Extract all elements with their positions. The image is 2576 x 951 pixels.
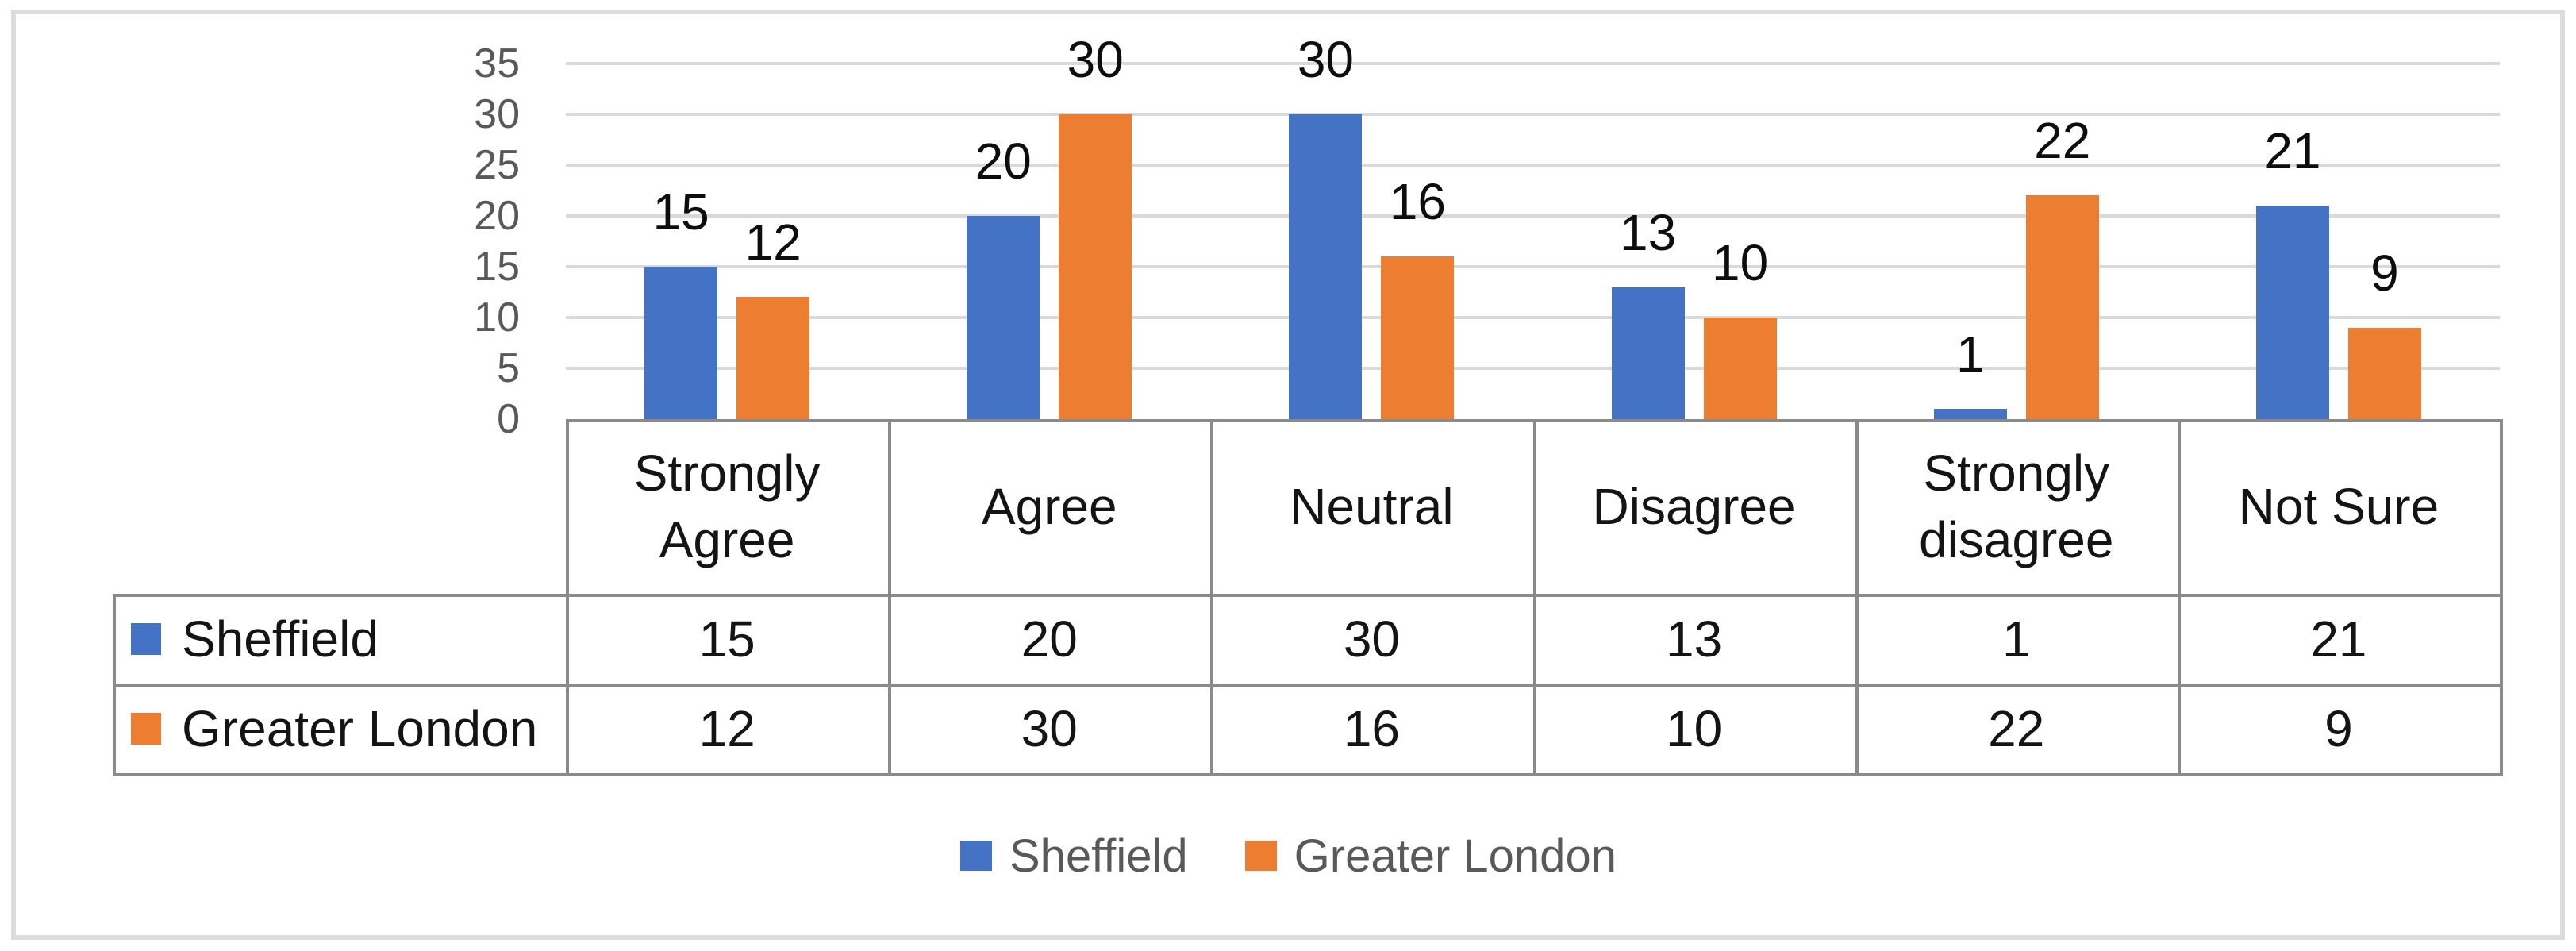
legend-label: Greater London bbox=[1294, 830, 1617, 882]
table-border-line bbox=[1532, 419, 1536, 776]
table-value-cell: 10 bbox=[1665, 700, 1723, 757]
bar-sheffield-strongly-agree bbox=[644, 267, 718, 419]
bar-sheffield-strongly-disagree bbox=[1933, 409, 2007, 419]
y-axis-tick-label: 0 bbox=[497, 396, 520, 442]
bar-greater-london-not-sure bbox=[2347, 327, 2421, 419]
table-border-line bbox=[113, 594, 116, 776]
legend-swatch-icon bbox=[960, 841, 992, 871]
table-value-cell: 16 bbox=[1343, 700, 1400, 757]
legend-item-greater-london: Greater London bbox=[1244, 830, 1617, 883]
y-axis-tick-label: 20 bbox=[474, 193, 520, 239]
table-series-key-greater-london: Greater London bbox=[131, 684, 555, 773]
y-axis-tick-label: 35 bbox=[474, 40, 520, 87]
legend-label: Sheffield bbox=[1009, 830, 1188, 882]
bar-value-label: 16 bbox=[1389, 173, 1446, 231]
gridline bbox=[566, 164, 2500, 167]
table-value-cell: 20 bbox=[1021, 610, 1078, 668]
table-border-line bbox=[113, 773, 2503, 776]
table-border-line bbox=[2500, 419, 2503, 776]
table-value-cell: 21 bbox=[2310, 610, 2367, 668]
y-axis-tick-label: 25 bbox=[474, 142, 520, 188]
gridline bbox=[566, 214, 2500, 218]
table-category-header: Disagree bbox=[1592, 477, 1796, 535]
table-series-key-sheffield: Sheffield bbox=[131, 594, 555, 684]
gridline bbox=[566, 62, 2500, 65]
series-name-label: Greater London bbox=[182, 700, 538, 757]
legend-item-sheffield: Sheffield bbox=[960, 830, 1188, 883]
legend-swatch-icon bbox=[131, 623, 161, 655]
bar-sheffield-not-sure bbox=[2255, 206, 2329, 419]
bar-value-label: 10 bbox=[1711, 234, 1769, 291]
bar-value-label: 9 bbox=[2370, 244, 2399, 302]
bar-value-label: 15 bbox=[652, 183, 709, 241]
table-border-line bbox=[113, 684, 2503, 687]
bar-greater-london-strongly-disagree bbox=[2025, 195, 2099, 419]
table-value-cell: 9 bbox=[2324, 700, 2353, 757]
y-axis-tick-label: 30 bbox=[474, 91, 520, 137]
table-border-line bbox=[113, 594, 2503, 597]
table-value-cell: 1 bbox=[2001, 610, 2031, 668]
gridline bbox=[566, 265, 2500, 268]
bar-value-label: 30 bbox=[1067, 31, 1124, 88]
table-value-cell: 22 bbox=[1988, 700, 2045, 757]
table-category-header: Not Sure bbox=[2238, 477, 2440, 535]
bar-value-label: 12 bbox=[744, 214, 802, 271]
legend-swatch-icon bbox=[131, 713, 161, 745]
bar-sheffield-neutral bbox=[1289, 114, 1363, 419]
bar-greater-london-strongly-agree bbox=[736, 297, 810, 419]
table-border-line bbox=[2177, 419, 2181, 776]
bar-value-label: 21 bbox=[2264, 122, 2321, 180]
series-name-label: Sheffield bbox=[182, 610, 379, 668]
bar-sheffield-disagree bbox=[1611, 287, 1685, 419]
bar-greater-london-disagree bbox=[1703, 318, 1777, 419]
table-category-header: Strongly Agree bbox=[633, 444, 821, 568]
bar-sheffield-agree bbox=[967, 216, 1040, 419]
bar-value-label: 30 bbox=[1297, 31, 1354, 88]
table-value-cell: 15 bbox=[698, 610, 755, 668]
legend-swatch-icon bbox=[1244, 841, 1277, 871]
table-value-cell: 12 bbox=[698, 700, 755, 757]
table-value-cell: 30 bbox=[1021, 700, 1078, 757]
y-axis-tick-label: 5 bbox=[497, 345, 520, 391]
table-border-line bbox=[1855, 419, 1859, 776]
gridline bbox=[566, 367, 2500, 370]
gridline bbox=[566, 316, 2500, 319]
bar-greater-london-agree bbox=[1059, 114, 1132, 419]
y-axis-tick-label: 10 bbox=[474, 295, 520, 341]
gridline bbox=[566, 113, 2500, 116]
table-category-header: Neutral bbox=[1290, 477, 1454, 535]
bar-greater-london-neutral bbox=[1381, 256, 1455, 419]
table-category-header: Agree bbox=[981, 477, 1117, 535]
bar-value-label: 22 bbox=[2034, 112, 2091, 170]
screenshot-frame bbox=[11, 10, 2565, 940]
bar-value-label: 13 bbox=[1619, 203, 1677, 261]
table-border-line bbox=[566, 419, 569, 776]
y-axis-tick-label: 15 bbox=[474, 244, 520, 290]
table-border-line bbox=[888, 419, 892, 776]
table-border-line bbox=[1210, 419, 1214, 776]
bar-value-label: 1 bbox=[1955, 325, 1985, 383]
table-value-cell: 13 bbox=[1665, 610, 1723, 668]
table-category-header: Strongly disagree bbox=[1918, 444, 2114, 568]
bar-value-label: 20 bbox=[975, 133, 1032, 190]
chart-legend: Sheffield Greater London bbox=[960, 830, 1617, 883]
table-value-cell: 30 bbox=[1343, 610, 1400, 668]
